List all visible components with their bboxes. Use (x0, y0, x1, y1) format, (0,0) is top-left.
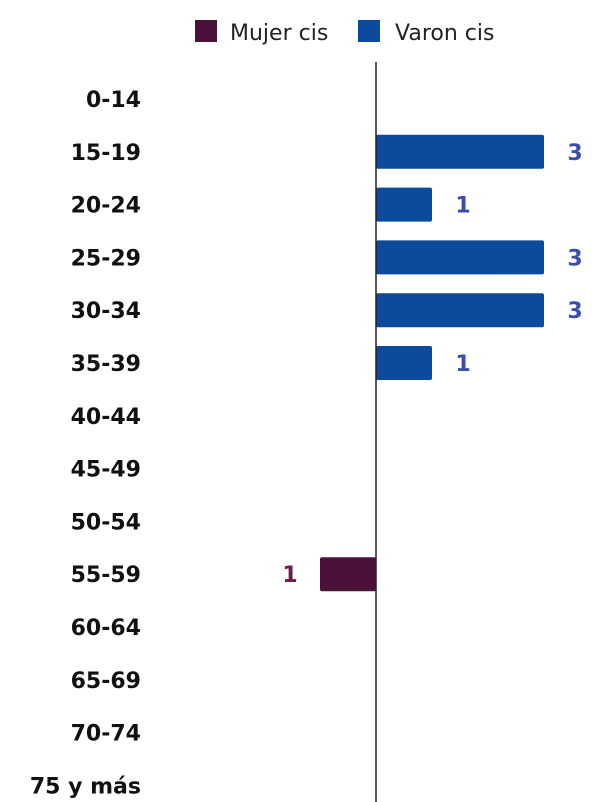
bar-varon-cis-35-39 (376, 346, 432, 380)
bars (320, 134, 544, 592)
legend-swatch-varon-cis (358, 20, 380, 42)
category-label-25-29: 25-29 (71, 246, 141, 271)
category-label-55-59: 55-59 (71, 563, 141, 588)
category-label-60-64: 60-64 (71, 616, 141, 641)
bar-varon-cis-30-34 (376, 293, 544, 328)
bar-mujer-cis-55-59 (320, 557, 376, 592)
category-label-45-49: 45-49 (71, 458, 141, 483)
legend: Mujer cis Varon cis (195, 20, 494, 46)
data-label-varon-cis-20-24: 1 (455, 194, 470, 219)
category-label-65-69: 65-69 (71, 669, 141, 694)
legend-label-mujer-cis: Mujer cis (230, 21, 328, 46)
bar-varon-cis-25-29 (376, 240, 544, 275)
category-label-35-39: 35-39 (71, 352, 141, 377)
category-label-15-19: 15-19 (71, 141, 141, 166)
data-label-varon-cis-30-34: 3 (567, 299, 582, 324)
data-label-varon-cis-35-39: 1 (455, 352, 470, 377)
category-label-50-54: 50-54 (71, 510, 141, 535)
category-axis-labels: 0-14 15-19 20-24 25-29 30-34 35-39 40-44 45-49 5… (30, 88, 141, 799)
category-label-40-44: 40-44 (71, 405, 141, 430)
data-label-varon-cis-25-29: 3 (567, 246, 582, 271)
data-label-varon-cis-15-19: 3 (567, 141, 582, 166)
legend-swatch-mujer-cis (195, 20, 217, 42)
bar-varon-cis-20-24 (376, 187, 432, 222)
legend-label-varon-cis: Varon cis (395, 21, 494, 46)
data-label-mujer-cis-55-59: 1 (282, 563, 297, 588)
category-label-75-y-m-s: 75 y más (30, 774, 141, 799)
data-labels: 1 3 1 3 3 1 (282, 141, 582, 588)
category-label-70-74: 70-74 (71, 722, 141, 747)
category-label-20-24: 20-24 (71, 194, 141, 219)
category-label-30-34: 30-34 (71, 299, 141, 324)
category-label-0-14: 0-14 (86, 88, 141, 113)
bar-varon-cis-15-19 (376, 134, 544, 169)
